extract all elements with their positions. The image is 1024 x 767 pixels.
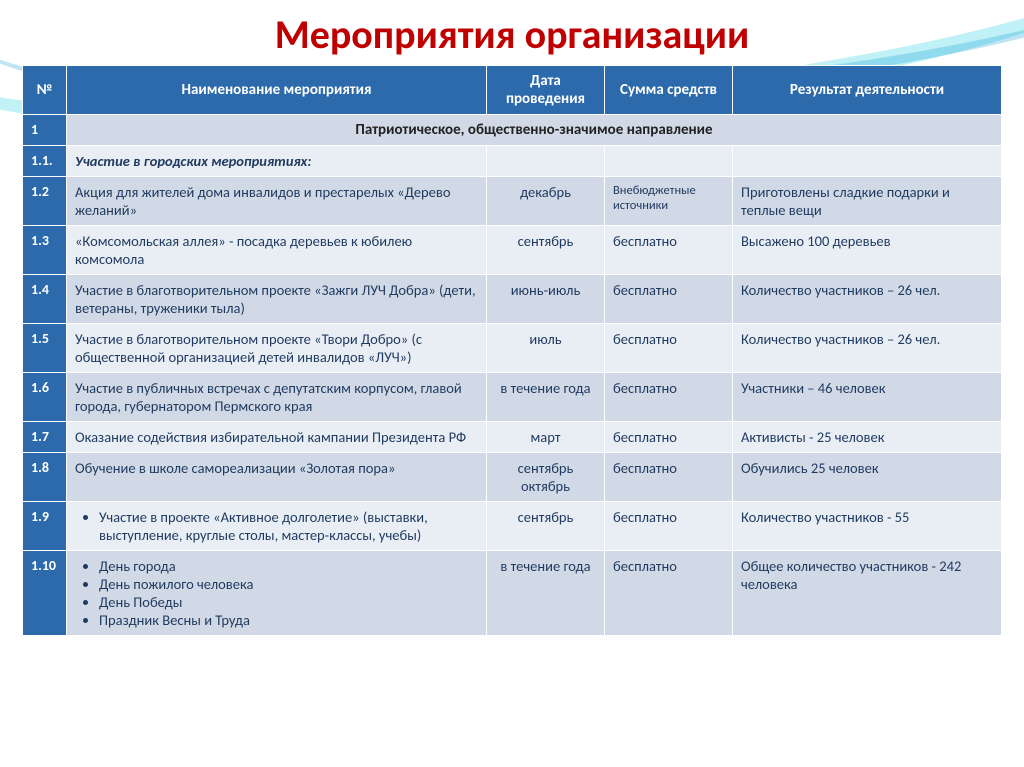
row-name-bullet: Участие в проекте «Активное долголетие» … (99, 508, 478, 544)
row-num: 1.6 (23, 373, 67, 422)
row-name: День городаДень пожилого человекаДень По… (67, 551, 487, 636)
row-result: Обучились 25 человек (733, 453, 1002, 502)
col-header-date: Дата проведения (487, 66, 605, 115)
row-name-bullet: День Победы (99, 593, 478, 611)
row-result: Участники – 46 человек (733, 373, 1002, 422)
empty-cell (733, 146, 1002, 177)
row-date: декабрь (487, 177, 605, 226)
row-name-bullet: День пожилого человека (99, 575, 478, 593)
row-num: 1.9 (23, 502, 67, 551)
row-num: 1.7 (23, 422, 67, 453)
table-section-row: 1 Патриотическое, общественно-значимое н… (23, 115, 1002, 146)
row-sum: бесплатно (605, 453, 733, 502)
col-header-name: Наименование мероприятия (67, 66, 487, 115)
row-num: 1.10 (23, 551, 67, 636)
events-table-container: № Наименование мероприятия Дата проведен… (0, 65, 1024, 648)
col-header-sum: Сумма средств (605, 66, 733, 115)
row-num: 1.2 (23, 177, 67, 226)
row-sum: бесплатно (605, 551, 733, 636)
row-sum: бесплатно (605, 373, 733, 422)
table-row: 1.2Акция для жителей дома инвалидов и пр… (23, 177, 1002, 226)
table-row: 1.4Участие в благотворительном проекте «… (23, 275, 1002, 324)
row-name: Участие в публичных встречах с депутатск… (67, 373, 487, 422)
subhead-label: Участие в городских мероприятиях: (67, 146, 487, 177)
row-date: в течение года (487, 551, 605, 636)
row-num: 1.8 (23, 453, 67, 502)
row-result: Активисты - 25 человек (733, 422, 1002, 453)
row-date: в течение года (487, 373, 605, 422)
row-num: 1.3 (23, 226, 67, 275)
section-label: Патриотическое, общественно-значимое нап… (67, 115, 1002, 146)
empty-cell (487, 146, 605, 177)
row-name: Участие в благотворительном проекте «Заж… (67, 275, 487, 324)
table-row: 1.8Обучение в школе самореализации «Золо… (23, 453, 1002, 502)
row-sum: Внебюджетные источники (605, 177, 733, 226)
row-sum: бесплатно (605, 324, 733, 373)
row-sum: бесплатно (605, 422, 733, 453)
row-name: Оказание содействия избирательной кампан… (67, 422, 487, 453)
table-row: 1.6Участие в публичных встречах с депута… (23, 373, 1002, 422)
row-name: Участие в проекте «Активное долголетие» … (67, 502, 487, 551)
row-result: Приготовлены сладкие подарки и теплые ве… (733, 177, 1002, 226)
col-header-result: Результат деятельности (733, 66, 1002, 115)
section-num: 1 (23, 115, 67, 146)
row-result: Высажено 100 деревьев (733, 226, 1002, 275)
row-name-bullet: Праздник Весны и Труда (99, 611, 478, 629)
row-result: Количество участников – 26 чел. (733, 275, 1002, 324)
row-name: Участие в благотворительном проекте «Тво… (67, 324, 487, 373)
row-name: Акция для жителей дома инвалидов и прест… (67, 177, 487, 226)
row-sum: бесплатно (605, 275, 733, 324)
row-date: июнь-июль (487, 275, 605, 324)
page-title: Мероприятия организации (0, 0, 1024, 65)
row-name-bullet: День города (99, 557, 478, 575)
table-row: 1.10День городаДень пожилого человекаДен… (23, 551, 1002, 636)
row-date: сентябрь (487, 226, 605, 275)
row-sum: бесплатно (605, 502, 733, 551)
row-name: Обучение в школе самореализации «Золотая… (67, 453, 487, 502)
subhead-num: 1.1. (23, 146, 67, 177)
table-header-row: № Наименование мероприятия Дата проведен… (23, 66, 1002, 115)
row-name: «Комсомольская аллея» - посадка деревьев… (67, 226, 487, 275)
row-result: Количество участников – 26 чел. (733, 324, 1002, 373)
row-num: 1.5 (23, 324, 67, 373)
events-table: № Наименование мероприятия Дата проведен… (22, 65, 1002, 636)
table-row: 1.3«Комсомольская аллея» - посадка дерев… (23, 226, 1002, 275)
empty-cell (605, 146, 733, 177)
table-row: 1.7Оказание содействия избирательной кам… (23, 422, 1002, 453)
row-date: март (487, 422, 605, 453)
row-result: Общее количество участников - 242 челове… (733, 551, 1002, 636)
table-subhead-row: 1.1. Участие в городских мероприятиях: (23, 146, 1002, 177)
table-row: 1.9 Участие в проекте «Активное долголети… (23, 502, 1002, 551)
table-row: 1.5Участие в благотворительном проекте «… (23, 324, 1002, 373)
row-sum: бесплатно (605, 226, 733, 275)
row-date: сентябрь (487, 502, 605, 551)
col-header-num: № (23, 66, 67, 115)
row-num: 1.4 (23, 275, 67, 324)
row-result: Количество участников - 55 (733, 502, 1002, 551)
row-date: сентябрь октябрь (487, 453, 605, 502)
row-date: июль (487, 324, 605, 373)
